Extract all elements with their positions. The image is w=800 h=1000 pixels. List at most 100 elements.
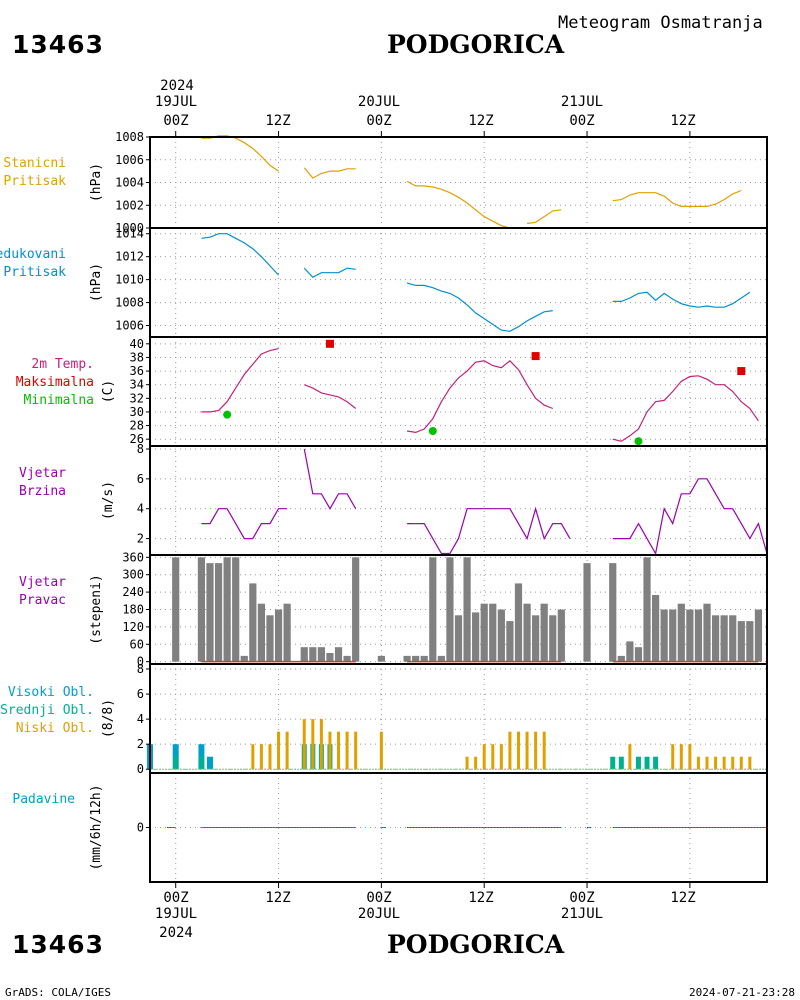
wind_dir-ytick-label: 0	[137, 655, 144, 669]
pressure-panel-label: Stanicni Pritisak	[3, 155, 66, 191]
wind-dir-bar	[334, 647, 343, 662]
wind-dir-bar	[232, 557, 240, 662]
wind-dir-bar	[480, 603, 488, 662]
wind_dir-ytick-label: 60	[130, 637, 144, 651]
city-title: PODGORICA	[387, 30, 565, 59]
wind-dir-bar	[660, 609, 668, 662]
wind_speed-series-line	[612, 478, 768, 556]
reduced-series-line	[612, 291, 751, 308]
reduced-unit-label: (hPa)	[89, 263, 104, 302]
wind-speed-label-line: Brzina	[19, 484, 66, 499]
temp-max-marker	[325, 339, 334, 348]
cloud-bar	[516, 731, 520, 770]
wind-speed-unit-label: (m/s)	[101, 481, 116, 520]
bottom-date-label: 21JUL	[560, 906, 604, 922]
wind-dir-bar	[214, 563, 223, 662]
reduced-ytick-label: 1006	[115, 319, 144, 333]
temp-series-line	[201, 348, 279, 413]
temp-ytick-label: 40	[130, 337, 144, 351]
wind_speed-series-line	[407, 506, 571, 555]
clouds-ytick-label: 4	[137, 712, 144, 726]
wind-dir-bar	[514, 583, 523, 662]
cloud-bar	[311, 719, 315, 770]
cloud-bar	[345, 731, 349, 770]
top-hour-label: 12Z	[468, 113, 494, 129]
footer-timestamp: 2024-07-21-23:28	[689, 986, 795, 999]
wind-dir-bar	[651, 595, 660, 662]
wind-dir-bar	[352, 557, 360, 662]
wind-dir-bar	[626, 641, 634, 662]
wind-dir-bar	[172, 557, 180, 662]
temp-min-marker	[223, 410, 232, 419]
wind-speed-label-line: Vjetar	[19, 466, 66, 481]
temp-series-line	[407, 359, 554, 434]
wind-dir-bar	[317, 647, 325, 662]
wind-dir-bar	[686, 609, 694, 662]
pressure-series-line	[612, 189, 742, 207]
cloud-bar	[379, 731, 383, 770]
pressure-ytick-label: 1008	[115, 130, 144, 144]
temp-label-min: Minimalna	[23, 393, 94, 408]
temp-label-max: Maksimalna	[15, 375, 94, 390]
top-hour-label: 00Z	[163, 113, 189, 129]
wind-dir-bar	[446, 557, 454, 662]
wind_dir-ytick-label: 300	[122, 568, 144, 582]
cloud-bar	[474, 756, 478, 770]
cloud-bar	[705, 756, 709, 770]
pressure-ytick-label: 1000	[115, 221, 144, 235]
pressure-ytick-label: 1004	[115, 176, 144, 190]
reduced-series-line	[406, 282, 553, 332]
bottom-hour-label: 12Z	[670, 890, 696, 906]
wind-dir-label-line: Vjetar	[19, 575, 66, 590]
temp-series-line	[304, 384, 357, 409]
footer-city-title: PODGORICA	[387, 930, 565, 959]
cloud-bar	[696, 756, 700, 770]
wind-dir-bar	[326, 652, 334, 662]
cloud-bar	[628, 744, 632, 770]
cloud-bar	[251, 744, 255, 770]
cloud-bar	[491, 744, 495, 770]
wind-dir-bar	[223, 557, 231, 662]
cloud-bar	[508, 731, 512, 770]
pressure-label-line: Stanicni	[3, 156, 66, 171]
wind-dir-bar	[754, 609, 763, 662]
cloud-bar	[302, 719, 306, 770]
wind-dir-bar	[549, 615, 557, 662]
wind-dir-bar	[523, 603, 531, 662]
pressure-series-line	[406, 180, 511, 229]
pressure-unit-label: (hPa)	[89, 163, 104, 202]
wind-dir-bar	[669, 609, 677, 662]
pressure-ytick-label: 1002	[115, 198, 144, 212]
clouds-label-mid: Srednji Obl.	[0, 703, 94, 718]
bottom-date-label: 20JUL	[357, 906, 401, 922]
temp-min-marker	[634, 437, 643, 446]
cloud-bar	[671, 744, 675, 770]
wind_speed-ytick-label: 6	[137, 472, 144, 486]
bottom-hour-label: 00Z	[163, 890, 189, 906]
wind-dir-bar	[506, 621, 514, 662]
wind-dir-bar	[377, 655, 385, 662]
top-year-label: 2024	[160, 78, 194, 94]
bottom-date-label: 19JUL	[154, 906, 198, 922]
temp-ytick-label: 26	[130, 432, 144, 446]
wind-dir-bar	[206, 563, 214, 662]
cloud-bar	[277, 731, 281, 770]
top-hour-label: 00Z	[366, 113, 392, 129]
temp-ytick-label: 36	[130, 364, 144, 378]
wind_speed-ytick-label: 4	[137, 502, 144, 516]
temp-series-line	[612, 375, 759, 442]
wind-dir-bar	[489, 603, 497, 662]
wind-dir-bar	[454, 615, 463, 662]
cloud-bar	[610, 756, 616, 770]
temp-ytick-label: 30	[130, 405, 144, 419]
wind-dir-bar	[266, 615, 274, 662]
wind-dir-bar	[343, 655, 351, 662]
wind_speed-ytick-label: 2	[137, 532, 144, 546]
wind-dir-label-line: Pravac	[19, 593, 66, 608]
cloud-bar	[319, 719, 323, 770]
cloud-bar	[198, 756, 204, 770]
cloud-bar	[499, 744, 503, 770]
wind-dir-bar	[257, 603, 266, 662]
wind_dir-ytick-label: 120	[122, 620, 144, 634]
wind-dir-bar	[677, 603, 685, 662]
